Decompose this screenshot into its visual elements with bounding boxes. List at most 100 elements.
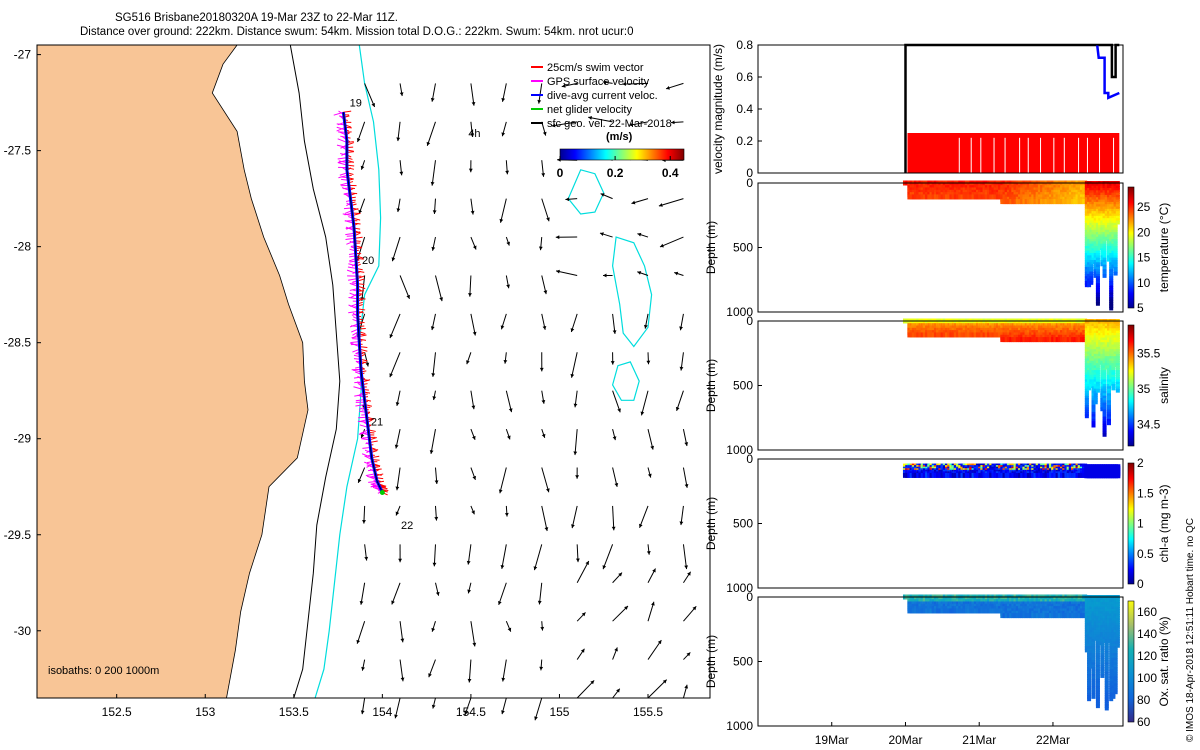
temperature-sample <box>1113 255 1118 260</box>
salinity-sample <box>1106 386 1111 391</box>
temperature-sample <box>1109 283 1114 288</box>
temperature-sample <box>1109 199 1114 204</box>
oxygen-sample <box>1111 615 1116 620</box>
oxygen-sample <box>1084 643 1089 648</box>
temperature-sample <box>1095 232 1100 237</box>
temperature-sample <box>1084 220 1089 225</box>
temperature-sample <box>1089 273 1094 278</box>
temperature-data <box>902 180 1120 311</box>
oxygen-sample <box>1106 632 1111 637</box>
oxygen-sample <box>1102 620 1107 625</box>
temperature-sample <box>1089 201 1094 206</box>
sfc-velocity-arrowhead <box>430 97 435 102</box>
oxygen-sample <box>1113 690 1118 695</box>
temperature-sample <box>1095 192 1100 197</box>
salinity-sample <box>1100 365 1105 370</box>
salinity-sample <box>1091 344 1096 349</box>
sfc-velocity-arrowhead <box>439 297 444 302</box>
temperature-sample <box>1093 197 1098 202</box>
salinity-sample <box>1100 332 1105 337</box>
map-colorbar <box>559 148 685 161</box>
salinity-sample <box>1100 328 1105 333</box>
temperature-sample <box>1102 269 1107 274</box>
legend-entry-label: sfc geo. vel. 22-Mar-2018 <box>547 118 672 130</box>
salinity-sample <box>1102 335 1107 340</box>
temperature-sample <box>1087 208 1092 213</box>
salinity-sample <box>1102 365 1107 370</box>
oxygen-sample <box>1087 690 1092 695</box>
salinity-sample <box>1106 339 1111 344</box>
oxygen-sample <box>1093 625 1098 630</box>
salinity-sample <box>1102 384 1107 389</box>
salinity-sample <box>1084 346 1089 351</box>
salinity-sample <box>1091 423 1096 428</box>
temperature-sample <box>1102 192 1107 197</box>
temperature-sample <box>1106 204 1111 209</box>
salinity-sample <box>1100 367 1105 372</box>
sfc-velocity-vector <box>435 275 443 302</box>
temperature-sample <box>1102 211 1107 216</box>
temperature-sample <box>1106 229 1111 234</box>
salinity-sample <box>1102 421 1107 426</box>
isobath-200m <box>289 44 341 699</box>
temperature-sample <box>1111 211 1116 216</box>
temperature-sample <box>1111 218 1116 223</box>
salinity-sample <box>1089 342 1094 347</box>
salinity-sample <box>1102 402 1107 407</box>
salinity-sample <box>1089 351 1094 356</box>
salinity-sample <box>1091 388 1096 393</box>
salinity-sample <box>1084 344 1089 349</box>
salinity-sample <box>1106 411 1111 416</box>
salinity-sample <box>1091 356 1096 361</box>
temperature-sample <box>1109 211 1114 216</box>
oxygen-sample <box>1104 653 1109 658</box>
oxygen-sample <box>1087 606 1092 611</box>
temperature-sample <box>1104 225 1109 230</box>
oxygen-sample <box>1104 618 1109 623</box>
temperature-sample <box>1095 285 1100 290</box>
temperature-sample <box>1106 187 1111 192</box>
oxygen-sample <box>1093 613 1098 618</box>
temperature-sample <box>1095 218 1100 223</box>
temperature-sample <box>1111 257 1116 262</box>
temperature-sample <box>1093 262 1098 267</box>
salinity-sample <box>1102 404 1107 409</box>
salinity-sample <box>1093 381 1098 386</box>
temperature-sample <box>1111 225 1116 230</box>
salinity-sample <box>1091 386 1096 391</box>
net-glider-track <box>343 112 383 493</box>
oxygen-sample <box>1091 673 1096 678</box>
sfc-velocity-arrowhead <box>431 246 436 251</box>
oxygen-sample <box>1087 636 1092 641</box>
salinity-sample <box>1087 344 1092 349</box>
temperature-sample <box>1106 185 1111 190</box>
oxygen-sample <box>1104 676 1109 681</box>
salinity-sample <box>1091 414 1096 419</box>
temperature-sample <box>1106 239 1111 244</box>
sfc-velocity-arrowhead <box>684 442 689 446</box>
oxygen-sample <box>1095 648 1100 653</box>
oxygen-sample <box>1104 673 1109 678</box>
temperature-sample <box>1104 192 1109 197</box>
oxygen-sample <box>1095 671 1100 676</box>
chl-sample <box>1115 473 1121 479</box>
temperature-sample <box>1113 236 1118 241</box>
salinity-sample <box>1091 409 1096 414</box>
temperature-sample <box>1098 211 1103 216</box>
temperature-sample <box>1095 246 1100 251</box>
temperature-sample <box>1102 243 1107 248</box>
oxygen-sample <box>1098 601 1103 606</box>
salinity-sample <box>1109 332 1114 337</box>
oxygen-sample <box>1093 597 1098 602</box>
oxygen-sample <box>1109 687 1114 692</box>
sfc-velocity-vector <box>541 505 548 532</box>
temperature-sample <box>1104 190 1109 195</box>
temperature-sample <box>1115 208 1120 213</box>
salinity-sample <box>1102 428 1107 433</box>
oxygen-sample <box>1111 611 1116 616</box>
sfc-velocity-arrowhead <box>611 526 616 531</box>
salinity-sample <box>1095 323 1100 328</box>
salinity-sample <box>1084 402 1089 407</box>
oxygen-ylabel: Depth (m) <box>704 635 718 688</box>
